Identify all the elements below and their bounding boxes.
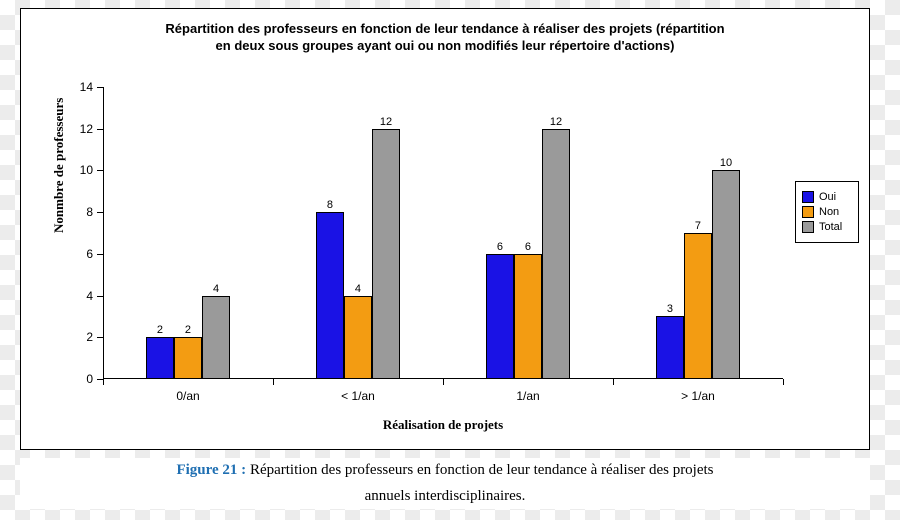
- y-tick: [97, 87, 103, 88]
- x-tick: [783, 379, 784, 385]
- legend: Oui Non Total: [795, 181, 859, 243]
- bar-value-label: 12: [550, 116, 562, 128]
- y-tick-label: 6: [86, 247, 93, 261]
- x-axis-label: Réalisation de projets: [103, 417, 783, 433]
- legend-label: Total: [819, 221, 842, 233]
- y-tick-label: 8: [86, 205, 93, 219]
- bar-value-label: 4: [355, 283, 361, 295]
- bar-value-label: 12: [380, 116, 392, 128]
- bar-oui: 3: [656, 316, 684, 379]
- y-tick: [97, 170, 103, 171]
- legend-item: Oui: [802, 191, 852, 203]
- bar-total: 12: [542, 129, 570, 379]
- caption-text-line2: annuels interdisciplinaires.: [365, 488, 526, 504]
- y-tick: [97, 254, 103, 255]
- caption-text-line1: Répartition des professeurs en fonction …: [246, 462, 713, 478]
- bar-non: 7: [684, 233, 712, 379]
- bar-non: 6: [514, 254, 542, 379]
- bar-oui: 8: [316, 212, 344, 379]
- bar-total: 4: [202, 296, 230, 379]
- legend-label: Oui: [819, 191, 836, 203]
- figure-number: Figure 21 :: [176, 462, 246, 478]
- bar-value-label: 7: [695, 220, 701, 232]
- x-tick: [443, 379, 444, 385]
- x-category-label: 0/an: [176, 389, 199, 403]
- chart-title-line2: en deux sous groupes ayant oui ou non mo…: [216, 38, 675, 53]
- x-category-label: < 1/an: [341, 389, 375, 403]
- y-tick-label: 2: [86, 330, 93, 344]
- bar-value-label: 2: [157, 324, 163, 336]
- bar-non: 4: [344, 296, 372, 379]
- chart-frame: Répartition des professeurs en fonction …: [20, 8, 870, 450]
- y-tick: [97, 212, 103, 213]
- y-tick-label: 12: [80, 122, 93, 136]
- y-tick-label: 14: [80, 80, 93, 94]
- legend-item: Non: [802, 206, 852, 218]
- y-tick: [97, 129, 103, 130]
- x-tick: [103, 379, 104, 385]
- legend-swatch: [802, 221, 814, 233]
- bar-oui: 2: [146, 337, 174, 379]
- x-category-label: 1/an: [516, 389, 539, 403]
- x-category-label: > 1/an: [681, 389, 715, 403]
- bar-value-label: 6: [525, 241, 531, 253]
- x-tick: [273, 379, 274, 385]
- legend-swatch: [802, 191, 814, 203]
- y-axis-line: [103, 87, 104, 379]
- plot-area: 024681012140/an< 1/an1/an> 1/an224841266…: [103, 87, 783, 379]
- x-tick: [613, 379, 614, 385]
- bar-value-label: 10: [720, 157, 732, 169]
- bar-value-label: 3: [667, 303, 673, 315]
- chart-title-line1: Répartition des professeurs en fonction …: [165, 21, 724, 36]
- figure-caption: Figure 21 : Répartition des professeurs …: [20, 458, 870, 509]
- y-tick: [97, 296, 103, 297]
- y-tick-label: 10: [80, 163, 93, 177]
- bar-value-label: 8: [327, 199, 333, 211]
- legend-label: Non: [819, 206, 839, 218]
- bar-oui: 6: [486, 254, 514, 379]
- bar-value-label: 2: [185, 324, 191, 336]
- bar-non: 2: [174, 337, 202, 379]
- chart-title: Répartition des professeurs en fonction …: [21, 21, 869, 55]
- bar-total: 10: [712, 170, 740, 379]
- y-tick-label: 0: [86, 372, 93, 386]
- y-tick: [97, 337, 103, 338]
- y-axis-label: Nonmbre de professeurs: [51, 98, 67, 233]
- legend-item: Total: [802, 221, 852, 233]
- legend-swatch: [802, 206, 814, 218]
- bar-total: 12: [372, 129, 400, 379]
- bar-value-label: 6: [497, 241, 503, 253]
- bar-value-label: 4: [213, 283, 219, 295]
- y-tick-label: 4: [86, 289, 93, 303]
